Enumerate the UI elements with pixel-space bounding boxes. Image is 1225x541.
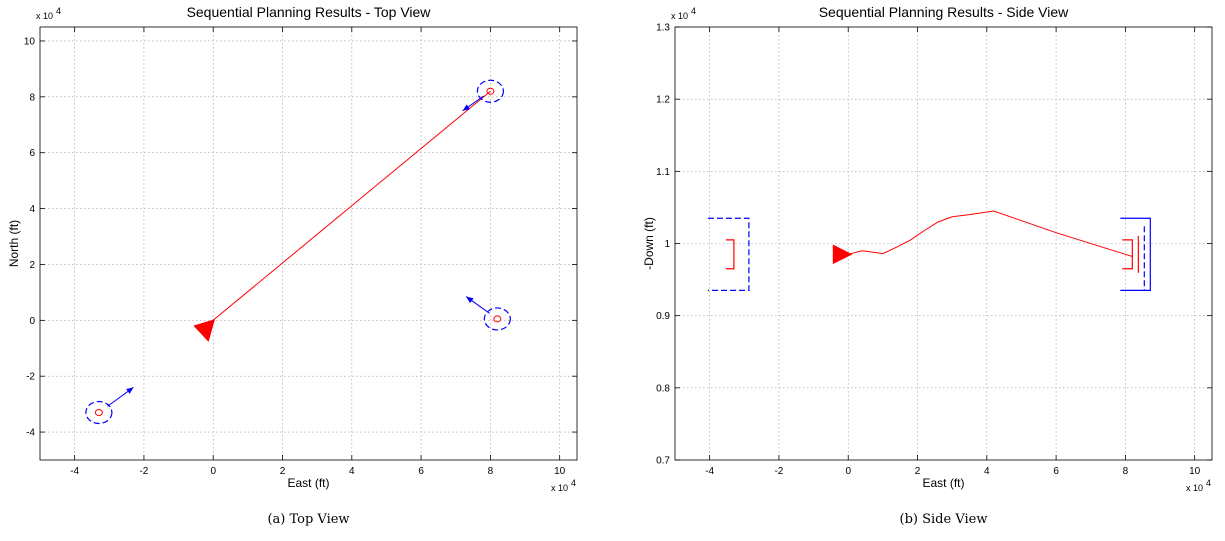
top-x-tick-label: 6 xyxy=(418,466,424,477)
side-y-axis-label: -Down (ft) xyxy=(642,217,656,270)
side-y-tick-label: 1.3 xyxy=(656,23,670,34)
top-x-exponent-power: 4 xyxy=(571,478,576,488)
top-x-tick-label: 8 xyxy=(488,466,494,477)
top-y-axis-label: North (ft) xyxy=(7,220,21,267)
top-target-arrow-head xyxy=(466,297,473,304)
top-y-exponent: x 10 xyxy=(36,11,53,21)
top-plot-frame xyxy=(40,27,577,460)
side-x-exponent: x 10 xyxy=(1186,483,1203,493)
side-altitude-bracket-red xyxy=(726,240,734,269)
side-y-tick-label: 1 xyxy=(664,239,670,250)
top-x-tick-label: 4 xyxy=(349,466,355,477)
side-caption: (b) Side View xyxy=(900,512,988,527)
top-chart-title: Sequential Planning Results - Top View xyxy=(187,4,432,20)
side-x-tick-label: 2 xyxy=(915,466,921,477)
side-x-tick-label: 4 xyxy=(984,466,990,477)
side-x-tick-label: 8 xyxy=(1123,466,1129,477)
side-x-tick-label: -4 xyxy=(705,466,714,477)
top-grid xyxy=(40,27,577,460)
top-y-tick-label: 8 xyxy=(29,92,35,103)
side-y-tick-label: 1.1 xyxy=(656,167,670,178)
top-x-axis-label: East (ft) xyxy=(287,476,329,490)
top-target-zone xyxy=(86,402,112,424)
top-target-arrow-head xyxy=(126,387,133,394)
top-x-tick-label: -4 xyxy=(70,466,79,477)
top-y-tick-label: 2 xyxy=(29,260,35,271)
side-y-tick-label: 1.2 xyxy=(656,95,670,106)
side-y-tick-label: 0.7 xyxy=(656,456,670,467)
top-y-tick-label: -2 xyxy=(26,372,35,383)
top-vehicle-marker xyxy=(194,320,214,341)
top-x-tick-label: -2 xyxy=(139,466,148,477)
top-y-tick-label: -4 xyxy=(26,428,35,439)
side-x-exponent-power: 4 xyxy=(1206,478,1211,488)
top-y-tick-label: 0 xyxy=(29,316,35,327)
side-altitude-bracket-blue xyxy=(708,218,749,290)
side-x-tick-label: 6 xyxy=(1053,466,1059,477)
side-x-tick-label: -2 xyxy=(774,466,783,477)
side-grid xyxy=(675,27,1212,460)
top-target-zone xyxy=(484,308,510,330)
top-target-point xyxy=(494,316,501,322)
top-target-arrow-head xyxy=(463,104,470,110)
side-y-exponent: x 10 xyxy=(671,11,688,21)
top-caption: (a) Top View xyxy=(267,512,349,527)
side-x-axis-label: East (ft) xyxy=(922,476,964,490)
top-x-tick-label: 10 xyxy=(554,466,566,477)
side-chart-title: Sequential Planning Results - Side View xyxy=(819,4,1069,20)
top-target-point xyxy=(95,410,102,416)
top-y-exponent-power: 4 xyxy=(56,6,61,16)
side-y-tick-label: 0.8 xyxy=(656,383,670,394)
top-y-tick-label: 4 xyxy=(29,204,35,215)
top-view-panel: -4 -2 0 2 4 6 8 10 -4 -2 0 2 4 6 8 10 Sequential Plannin… xyxy=(7,4,577,527)
side-y-tick-label: 0.9 xyxy=(656,311,670,322)
side-x-tick-label: 10 xyxy=(1189,466,1201,477)
top-x-exponent: x 10 xyxy=(551,483,568,493)
side-y-exponent-power: 4 xyxy=(691,6,696,16)
side-x-tick-label: 0 xyxy=(845,466,851,477)
side-vehicle-marker xyxy=(833,245,851,263)
top-x-tick-label: 0 xyxy=(210,466,216,477)
top-x-tick-label: 2 xyxy=(280,466,286,477)
top-y-tick-label: 6 xyxy=(29,148,35,159)
top-y-tick-label: 10 xyxy=(24,36,36,47)
side-view-panel: -4 -2 0 2 4 6 8 10 0.7 0.8 0.9 1 1.1 1.2 1.3 Sequential… xyxy=(642,4,1212,527)
side-flight-path xyxy=(848,211,1132,256)
